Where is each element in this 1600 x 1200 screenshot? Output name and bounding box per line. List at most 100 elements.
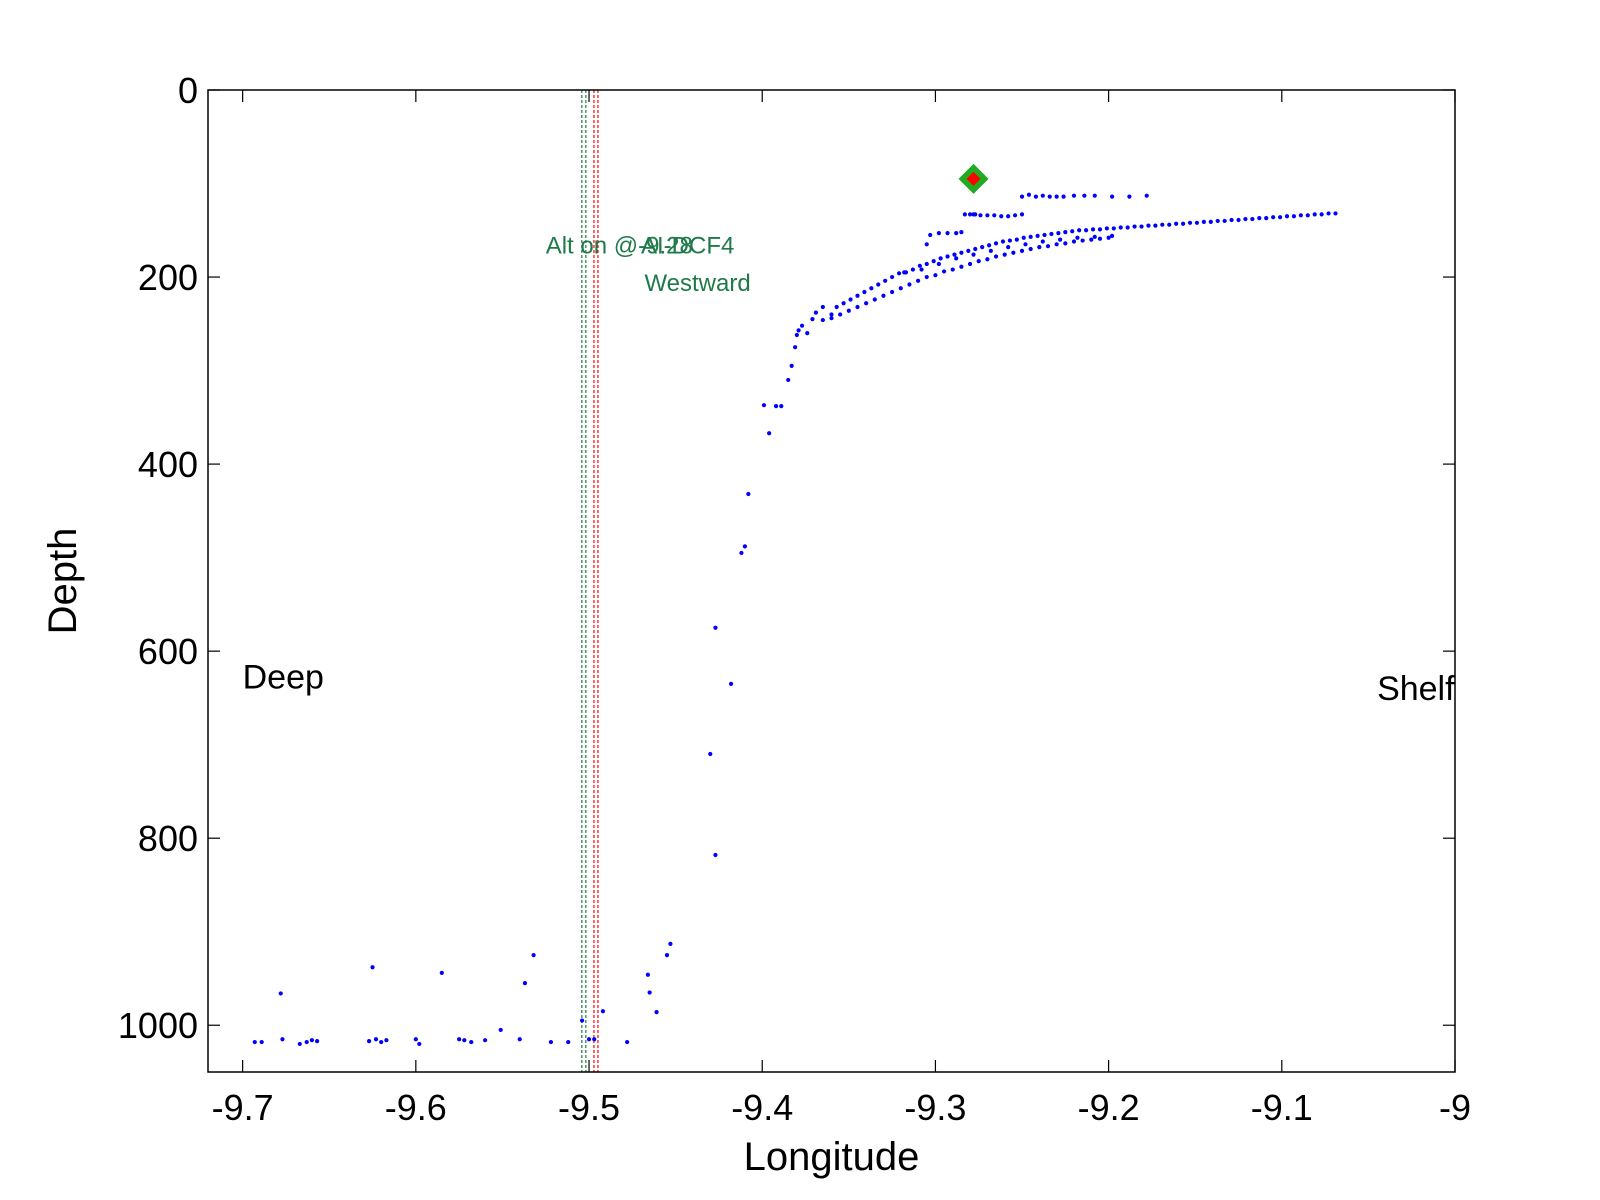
data-point bbox=[767, 431, 772, 436]
data-point bbox=[945, 254, 950, 259]
data-point bbox=[872, 297, 877, 302]
data-point bbox=[1070, 229, 1075, 234]
data-point bbox=[252, 1039, 257, 1045]
data-point bbox=[1319, 212, 1324, 217]
data-point bbox=[987, 243, 992, 248]
highlight-marker-group bbox=[958, 163, 989, 194]
data-point bbox=[1257, 216, 1262, 221]
data-point bbox=[483, 1038, 488, 1043]
data-point bbox=[580, 1018, 585, 1023]
data-point bbox=[297, 1041, 302, 1047]
data-point bbox=[1071, 193, 1077, 198]
data-point bbox=[848, 297, 853, 302]
data-point bbox=[993, 241, 999, 246]
data-point bbox=[1109, 194, 1115, 199]
data-point bbox=[838, 312, 843, 317]
data-point bbox=[654, 1010, 659, 1015]
data-point bbox=[1058, 237, 1063, 242]
data-point bbox=[959, 250, 964, 255]
data-point bbox=[1180, 221, 1186, 226]
y-tick-label: 400 bbox=[138, 444, 198, 485]
highlight-marker-inner bbox=[966, 171, 981, 186]
data-point bbox=[999, 214, 1004, 219]
data-point bbox=[1061, 194, 1066, 199]
data-point bbox=[1042, 232, 1047, 238]
data-point bbox=[1264, 216, 1269, 221]
data-point bbox=[985, 213, 990, 218]
data-point bbox=[498, 1027, 503, 1033]
annotation-label: Shelf bbox=[1377, 670, 1455, 708]
data-point bbox=[1026, 192, 1032, 197]
data-point bbox=[1139, 224, 1144, 229]
data-point bbox=[728, 681, 734, 686]
data-point bbox=[967, 261, 973, 267]
data-point bbox=[980, 245, 985, 250]
data-point bbox=[820, 304, 825, 310]
data-point bbox=[1215, 218, 1220, 224]
data-point bbox=[370, 965, 375, 970]
data-point bbox=[1106, 235, 1111, 240]
data-point bbox=[278, 991, 283, 996]
data-point bbox=[915, 278, 921, 283]
data-point bbox=[1021, 235, 1026, 240]
data-point bbox=[1125, 225, 1130, 230]
data-point bbox=[952, 252, 957, 257]
data-point bbox=[789, 363, 794, 368]
data-point bbox=[517, 1037, 522, 1042]
data-point bbox=[1229, 217, 1234, 223]
data-point bbox=[846, 308, 851, 313]
y-tick-label: 600 bbox=[138, 631, 198, 672]
data-point bbox=[959, 230, 964, 235]
data-point bbox=[881, 293, 886, 298]
data-point bbox=[1019, 212, 1025, 217]
y-tick-label: 1000 bbox=[118, 1005, 198, 1046]
data-point bbox=[1047, 194, 1052, 199]
data-point bbox=[976, 259, 981, 264]
annotation-label: Deep bbox=[243, 659, 324, 697]
data-point bbox=[1174, 221, 1179, 226]
x-axis-title: Longitude bbox=[744, 1135, 920, 1179]
data-point bbox=[625, 1039, 630, 1045]
data-point bbox=[1037, 245, 1042, 250]
data-point bbox=[910, 267, 916, 272]
annotation-label: Westward bbox=[644, 270, 750, 297]
data-point bbox=[1056, 230, 1061, 236]
data-point bbox=[280, 1037, 285, 1042]
x-tick-label: -9.7 bbox=[212, 1087, 274, 1128]
data-point bbox=[779, 404, 784, 409]
data-point bbox=[1305, 213, 1310, 218]
data-point bbox=[1326, 211, 1331, 216]
data-point bbox=[413, 1037, 418, 1042]
data-point bbox=[941, 269, 947, 274]
data-point bbox=[1271, 215, 1276, 220]
data-point bbox=[1092, 193, 1097, 198]
data-point bbox=[993, 254, 999, 259]
data-point bbox=[966, 248, 971, 253]
data-point bbox=[796, 328, 801, 333]
x-tick-label: -9.3 bbox=[904, 1087, 966, 1128]
data-point bbox=[1040, 193, 1045, 198]
data-point bbox=[645, 972, 651, 977]
data-point bbox=[1012, 213, 1018, 218]
x-tick-label: -9 bbox=[1439, 1087, 1471, 1128]
data-point bbox=[1007, 238, 1012, 243]
annotation-label: Alt on @-9.28 bbox=[546, 233, 693, 260]
data-point bbox=[548, 1039, 554, 1045]
data-point bbox=[708, 751, 713, 757]
data-point bbox=[373, 1037, 379, 1042]
data-point bbox=[1006, 214, 1011, 219]
data-point bbox=[773, 404, 779, 409]
data-point bbox=[988, 248, 993, 253]
data-point bbox=[309, 1038, 315, 1043]
data-point bbox=[898, 286, 903, 291]
data-point bbox=[1045, 244, 1051, 249]
x-tick-label: -9.5 bbox=[558, 1087, 620, 1128]
data-point bbox=[1144, 193, 1149, 198]
data-point bbox=[864, 301, 869, 306]
data-point bbox=[647, 990, 652, 995]
data-point bbox=[810, 317, 815, 322]
data-point bbox=[862, 289, 867, 295]
data-point bbox=[439, 970, 444, 975]
data-point bbox=[950, 267, 955, 272]
data-point bbox=[1208, 219, 1213, 224]
